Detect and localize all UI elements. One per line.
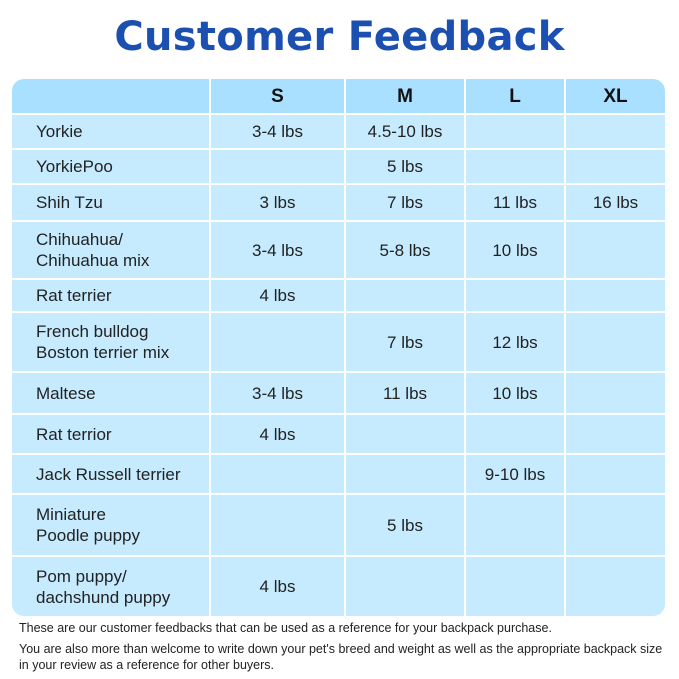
breed-cell: Maltese bbox=[12, 373, 211, 415]
size-m-cell bbox=[346, 557, 466, 616]
size-s-cell: 3-4 lbs bbox=[211, 373, 346, 415]
size-m-cell: 11 lbs bbox=[346, 373, 466, 415]
size-l-cell bbox=[466, 280, 566, 313]
breed-name: Pom puppy/ bbox=[36, 566, 127, 586]
size-table-container: S M L XL Yorkie 3-4 lbs 4.5-10 lbs Yorki… bbox=[12, 79, 665, 616]
size-s-cell: 4 lbs bbox=[211, 557, 346, 616]
breed-cell: Rat terrier bbox=[12, 280, 211, 313]
size-xl-cell bbox=[566, 280, 665, 313]
size-xl-cell bbox=[566, 495, 665, 557]
size-l-cell: 9-10 lbs bbox=[466, 455, 566, 495]
table-row: French bulldog Boston terrier mix 7 lbs 1… bbox=[12, 313, 665, 373]
size-s-cell bbox=[211, 313, 346, 373]
size-m-cell bbox=[346, 280, 466, 313]
breed-name: Chihuahua/ bbox=[36, 230, 123, 249]
size-s-cell: 3-4 lbs bbox=[211, 115, 346, 150]
size-l-cell bbox=[466, 415, 566, 455]
size-xl-cell bbox=[566, 415, 665, 455]
breed-cell: Chihuahua/Chihuahua mix bbox=[12, 222, 211, 280]
breed-cell: Miniature Poodle puppy bbox=[12, 495, 211, 557]
table-row: Jack Russell terrier 9-10 lbs bbox=[12, 455, 665, 495]
header-row: S M L XL bbox=[12, 79, 665, 115]
table-row: Miniature Poodle puppy 5 lbs bbox=[12, 495, 665, 557]
size-m-cell bbox=[346, 415, 466, 455]
size-xl-cell bbox=[566, 115, 665, 150]
size-xl-cell bbox=[566, 373, 665, 415]
size-l-cell bbox=[466, 150, 566, 185]
size-l-cell: 10 lbs bbox=[466, 222, 566, 280]
size-m-cell: 4.5-10 lbs bbox=[346, 115, 466, 150]
size-xl-cell bbox=[566, 150, 665, 185]
size-xl-cell bbox=[566, 313, 665, 373]
footer-note-reference: These are our customer feedbacks that ca… bbox=[19, 621, 552, 635]
size-s-cell bbox=[211, 495, 346, 557]
breed-name: Rat terrior bbox=[36, 424, 112, 444]
size-l-cell bbox=[466, 115, 566, 150]
header-size-l: L bbox=[466, 79, 566, 115]
table-row: Chihuahua/Chihuahua mix 3-4 lbs 5-8 lbs … bbox=[12, 222, 665, 280]
header-size-m: M bbox=[346, 79, 466, 115]
breed-cell: French bulldog Boston terrier mix bbox=[12, 313, 211, 373]
breed-name: Shih Tzu bbox=[36, 193, 103, 212]
table-row: Yorkie 3-4 lbs 4.5-10 lbs bbox=[12, 115, 665, 150]
size-l-cell bbox=[466, 495, 566, 557]
table-row: Rat terrier 4 lbs bbox=[12, 280, 665, 313]
breed-cell: Shih Tzu bbox=[12, 185, 211, 222]
size-l-cell: 11 lbs bbox=[466, 185, 566, 222]
table-row: Rat terrior 4 lbs bbox=[12, 415, 665, 455]
page-title: Customer Feedback bbox=[114, 14, 565, 60]
size-xl-cell: 16 lbs bbox=[566, 185, 665, 222]
breed-cell: Jack Russell terrier bbox=[12, 455, 211, 495]
breed-name: Miniature bbox=[36, 505, 106, 524]
size-m-cell: 5 lbs bbox=[346, 495, 466, 557]
size-s-cell bbox=[211, 150, 346, 185]
table-row: Maltese 3-4 lbs 11 lbs 10 lbs bbox=[12, 373, 665, 415]
size-m-cell: 5 lbs bbox=[346, 150, 466, 185]
size-xl-cell bbox=[566, 557, 665, 616]
size-feedback-table: S M L XL Yorkie 3-4 lbs 4.5-10 lbs Yorki… bbox=[12, 79, 665, 616]
breed-name: YorkiePoo bbox=[36, 157, 113, 176]
header-size-xl: XL bbox=[566, 79, 665, 115]
size-m-cell: 7 lbs bbox=[346, 185, 466, 222]
size-xl-cell bbox=[566, 222, 665, 280]
breed-name: Boston terrier mix bbox=[36, 343, 170, 362]
header-breed bbox=[12, 79, 211, 115]
footer-note-review: You are also more than welcome to write … bbox=[19, 641, 663, 673]
breed-name: Jack Russell terrier bbox=[36, 464, 181, 484]
size-m-cell bbox=[346, 455, 466, 495]
breed-cell: Rat terrior bbox=[12, 415, 211, 455]
size-m-cell: 5-8 lbs bbox=[346, 222, 466, 280]
size-l-cell bbox=[466, 557, 566, 616]
table-row: YorkiePoo 5 lbs bbox=[12, 150, 665, 185]
breed-name: Poodle puppy bbox=[36, 526, 140, 545]
breed-name: Rat terrier bbox=[36, 286, 112, 305]
breed-name: Yorkie bbox=[36, 122, 83, 141]
header-size-s: S bbox=[211, 79, 346, 115]
breed-cell: Pom puppy/dachshund puppy bbox=[12, 557, 211, 616]
size-s-cell: 3-4 lbs bbox=[211, 222, 346, 280]
size-m-cell: 7 lbs bbox=[346, 313, 466, 373]
breed-name: Chihuahua mix bbox=[36, 251, 150, 270]
footer-notes: These are our customer feedbacks that ca… bbox=[19, 620, 669, 674]
size-s-cell: 3 lbs bbox=[211, 185, 346, 222]
breed-name: French bulldog bbox=[36, 322, 149, 341]
size-s-cell: 4 lbs bbox=[211, 280, 346, 313]
breed-cell: YorkiePoo bbox=[12, 150, 211, 185]
table-row: Pom puppy/dachshund puppy 4 lbs bbox=[12, 557, 665, 616]
breed-name: dachshund puppy bbox=[36, 587, 171, 607]
size-s-cell: 4 lbs bbox=[211, 415, 346, 455]
size-xl-cell bbox=[566, 455, 665, 495]
table-row: Shih Tzu 3 lbs 7 lbs 11 lbs 16 lbs bbox=[12, 185, 665, 222]
size-s-cell bbox=[211, 455, 346, 495]
breed-name: Maltese bbox=[36, 383, 96, 403]
size-l-cell: 12 lbs bbox=[466, 313, 566, 373]
size-l-cell: 10 lbs bbox=[466, 373, 566, 415]
breed-cell: Yorkie bbox=[12, 115, 211, 150]
